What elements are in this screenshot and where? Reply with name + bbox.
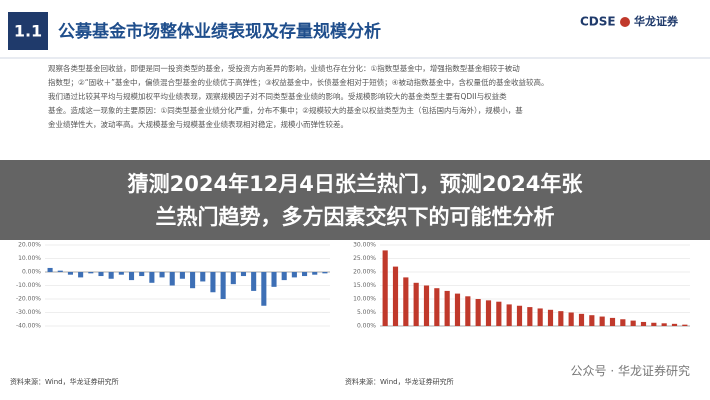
bar <box>281 272 287 281</box>
y-tick-label: -10.00% <box>16 282 41 289</box>
bar <box>392 266 399 326</box>
bar <box>630 320 636 326</box>
y-tick-label: 0.00% <box>357 323 376 330</box>
bar <box>403 277 409 326</box>
section-number: 1.1 <box>14 22 42 41</box>
bar <box>485 300 492 326</box>
bar <box>302 272 308 277</box>
logo-en: CDSE <box>580 15 616 29</box>
bar <box>537 308 543 326</box>
y-tick-label: 15.00% <box>353 282 376 289</box>
paragraph-line: 金业绩弹性大，波动率高。大规模基金与规模基金业绩表现相对稳定，规模小而弹性较差。 <box>48 120 348 129</box>
bar <box>261 272 267 306</box>
bar <box>506 304 512 326</box>
bar <box>444 290 450 326</box>
bar <box>496 301 502 326</box>
bar <box>413 282 419 326</box>
bar <box>547 309 554 326</box>
paragraph-line: 我们通过比较其平均与规模加权平均业绩表现，观察规模因子对不同类型基金业绩的影响。… <box>48 92 507 101</box>
bar <box>322 272 328 274</box>
bar <box>589 315 595 326</box>
bar <box>190 272 196 289</box>
y-tick-label: 30.00% <box>353 242 376 249</box>
paragraph-line: 基金。造成这一现象的主要原因：①同类型基金业绩分化严重，分布不集中；②规模较大的… <box>48 106 523 115</box>
bar <box>620 319 626 326</box>
y-tick-label: 25.00% <box>353 255 376 262</box>
bar <box>568 312 574 326</box>
y-tick-label: 0.00% <box>22 269 41 276</box>
source-note: 资料来源：Wind，华龙证券研究所 <box>345 377 454 386</box>
y-tick-label: 10.00% <box>353 296 376 303</box>
bar <box>516 305 523 326</box>
bar <box>240 272 247 277</box>
bar <box>57 270 63 272</box>
bar <box>527 307 533 326</box>
number-box <box>8 12 48 50</box>
overlay-line: 猜测2024年12月4日张兰热门，预测2024年张 <box>127 172 583 196</box>
paragraph-line: 观察各类型基金回收益，即便是同一投资类型的基金，受投资方向差异的影响，业绩也存在… <box>48 64 520 73</box>
bar <box>558 311 564 326</box>
paragraph-line: 指数型；②“固收＋”基金中，偏债混合型基金的业绩优于高弹性；③权益基金中，长债基… <box>48 78 549 87</box>
bar <box>382 250 388 326</box>
bar <box>88 272 94 274</box>
bar <box>98 272 104 277</box>
bar <box>200 272 206 282</box>
logo-icon <box>620 17 630 27</box>
logo-cn: 华龙证券 <box>634 14 679 28</box>
bar <box>454 293 461 326</box>
bar <box>230 272 236 285</box>
bar <box>210 272 216 293</box>
bar <box>139 272 145 277</box>
y-tick-label: 20.00% <box>18 242 41 249</box>
bar <box>78 272 84 278</box>
y-tick-label: 5.00% <box>357 309 376 316</box>
source-note: 资料来源：Wind，华龙证券研究所 <box>10 377 119 386</box>
bar <box>169 272 175 286</box>
bar <box>312 272 318 275</box>
bar <box>682 324 688 326</box>
slide-title: 公募基金市场整体业绩表现及存量规模分析 <box>58 21 381 42</box>
bar <box>149 272 155 283</box>
bar <box>609 317 616 326</box>
bar <box>220 272 226 299</box>
bar <box>578 313 585 326</box>
bar <box>434 288 440 326</box>
bar <box>465 296 471 326</box>
bar <box>108 272 114 279</box>
overlay-band <box>0 160 710 240</box>
y-tick-label: 20.00% <box>353 269 376 276</box>
bar <box>475 299 481 326</box>
overlay-title: 猜测2024年12月4日张兰热门，预测2024年张 兰热门趋势，多方因素交织下的… <box>0 168 710 234</box>
bar <box>640 321 647 326</box>
bar <box>671 323 678 326</box>
bar <box>159 272 165 278</box>
bar <box>251 272 257 291</box>
watermark: 公众号 · 华龙证券研究 <box>566 361 694 380</box>
bar <box>118 272 124 275</box>
bar <box>67 272 73 275</box>
bar <box>423 285 430 326</box>
bar <box>128 272 135 281</box>
bar <box>661 323 667 326</box>
y-tick-label: -40.00% <box>16 323 41 330</box>
y-tick-label: 10.00% <box>18 255 41 262</box>
bar <box>47 267 53 272</box>
bar <box>651 322 657 326</box>
y-tick-label: -20.00% <box>16 296 41 303</box>
bar <box>271 272 277 287</box>
y-tick-label: -30.00% <box>16 309 41 316</box>
bar <box>179 272 185 279</box>
bar <box>291 272 297 278</box>
overlay-line: 兰热门趋势，多方因素交织下的可能性分析 <box>155 205 555 229</box>
bar <box>599 316 605 326</box>
